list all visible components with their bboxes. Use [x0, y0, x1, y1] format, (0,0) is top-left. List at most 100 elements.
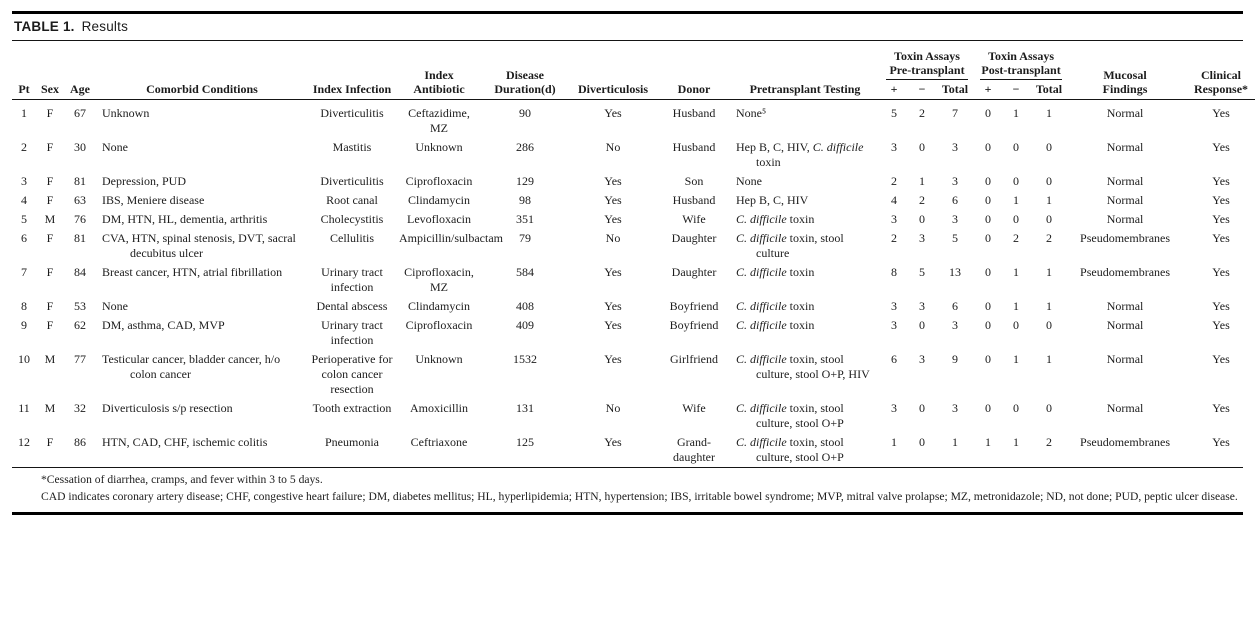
- col-header-index-antibiotic: Index Antibiotic: [396, 45, 482, 101]
- col-header-post-negative: −: [1002, 80, 1031, 101]
- cell-comorbid-conditions: Testicular cancer, bladder cancer, h/o c…: [102, 352, 281, 382]
- cell-sex: M: [44, 401, 56, 416]
- cell-disease-duration: 1532: [513, 352, 537, 367]
- cell-pre-negative: 0: [919, 318, 925, 333]
- col-header-sex: Sex: [36, 45, 64, 101]
- cell-comorbid-conditions: IBS, Meniere disease: [102, 193, 205, 208]
- cell-diverticulosis: Yes: [604, 265, 622, 280]
- table-row: 3 F 81 Depression, PUD Diverticulitis Ci…: [12, 172, 1255, 191]
- cell-age: 53: [74, 299, 86, 314]
- cell-pre-negative: 0: [919, 140, 925, 155]
- table-row: 2 F 30 None Mastitis Unknown 286 No Husb…: [12, 138, 1255, 172]
- group-header-toxin-pre: Toxin Assays Pre-transplant: [880, 45, 974, 81]
- cell-post-positive: 0: [985, 231, 992, 246]
- col-header-disease-duration: Disease Duration(d): [482, 45, 568, 101]
- cell-index-infection: Urinary tract infection: [321, 318, 383, 348]
- group-header-toxin-post: Toxin Assays Post-transplant: [974, 45, 1068, 81]
- cell-pretransplant-testing: None⁵: [736, 106, 767, 121]
- cell-post-positive: 0: [985, 174, 992, 189]
- cell-pre-total: 3: [952, 174, 959, 189]
- cell-pre-negative: 2: [919, 106, 925, 121]
- cell-pre-positive: 3: [891, 140, 897, 155]
- cell-pt: 1: [21, 106, 27, 121]
- cell-pre-positive: 3: [891, 318, 897, 333]
- cell-pre-negative: 0: [919, 401, 925, 416]
- cell-donor: Husband: [672, 106, 716, 121]
- cell-comorbid-conditions: DM, asthma, CAD, MVP: [102, 318, 225, 333]
- cell-post-positive: 0: [985, 318, 992, 333]
- cell-disease-duration: 98: [519, 193, 531, 208]
- cell-index-antibiotic: Ciprofloxacin: [405, 174, 473, 189]
- cell-sex: F: [46, 231, 54, 246]
- cell-pre-total: 9: [952, 352, 959, 367]
- cell-post-negative: 1: [1013, 352, 1020, 367]
- cell-pretransplant-testing: C. difficile toxin, stool culture: [736, 231, 844, 261]
- cell-sex: F: [46, 265, 54, 280]
- cell-diverticulosis: Yes: [604, 435, 622, 450]
- cell-donor: Girlfriend: [670, 352, 718, 367]
- cell-index-infection: Dental abscess: [316, 299, 388, 314]
- cell-mucosal-findings: Pseudomembranes: [1080, 265, 1171, 280]
- footnotes: *Cessation of diarrhea, cramps, and feve…: [12, 468, 1243, 511]
- cell-clinical-response: Yes: [1212, 318, 1230, 333]
- cell-sex: F: [46, 435, 54, 450]
- table-row: 9 F 62 DM, asthma, CAD, MVP Urinary trac…: [12, 316, 1255, 350]
- cell-post-total: 0: [1046, 401, 1053, 416]
- cell-post-total: 1: [1046, 352, 1053, 367]
- cell-clinical-response: Yes: [1212, 231, 1230, 246]
- cell-pre-total: 7: [952, 106, 959, 121]
- cell-mucosal-findings: Pseudomembranes: [1080, 435, 1171, 450]
- cell-pre-positive: 3: [891, 212, 897, 227]
- col-header-index-infection: Index Infection: [308, 45, 396, 101]
- cell-donor: Daughter: [671, 231, 717, 246]
- cell-pt: 7: [21, 265, 27, 280]
- cell-pre-positive: 6: [891, 352, 897, 367]
- cell-post-negative: 0: [1013, 212, 1020, 227]
- cell-post-total: 0: [1046, 140, 1053, 155]
- cell-age: 76: [74, 212, 86, 227]
- col-header-pre-negative: −: [908, 80, 936, 101]
- cell-index-antibiotic: Unknown: [415, 140, 463, 155]
- cell-post-positive: 0: [985, 140, 992, 155]
- cell-index-antibiotic: Clindamycin: [408, 299, 470, 314]
- cell-comorbid-conditions: None: [102, 140, 128, 155]
- cell-comorbid-conditions: Diverticulosis s/p resection: [102, 401, 233, 416]
- cell-index-antibiotic: Ciprofloxacin: [405, 318, 473, 333]
- col-header-clinical-response: Clinical Response*: [1182, 45, 1255, 101]
- cell-clinical-response: Yes: [1212, 193, 1230, 208]
- cell-pretransplant-testing: C. difficile toxin, stool culture, stool…: [736, 401, 844, 431]
- cell-post-negative: 1: [1013, 193, 1020, 208]
- cell-age: 77: [74, 352, 86, 367]
- cell-sex: M: [44, 352, 56, 367]
- cell-pretransplant-testing: C. difficile toxin: [736, 318, 815, 333]
- cell-donor: Son: [684, 174, 704, 189]
- cell-donor: Daughter: [671, 265, 717, 280]
- cell-age: 81: [74, 231, 86, 246]
- cell-post-total: 0: [1046, 212, 1053, 227]
- col-header-pt: Pt: [12, 45, 36, 101]
- cell-post-negative: 2: [1013, 231, 1020, 246]
- cell-age: 86: [74, 435, 86, 450]
- cell-pt: 5: [21, 212, 27, 227]
- cell-diverticulosis: No: [605, 140, 621, 155]
- cell-index-antibiotic: Clindamycin: [408, 193, 470, 208]
- cell-post-positive: 1: [985, 435, 992, 450]
- cell-mucosal-findings: Normal: [1106, 106, 1144, 121]
- cell-diverticulosis: Yes: [604, 352, 622, 367]
- table-row: 6 F 81 CVA, HTN, spinal stenosis, DVT, s…: [12, 229, 1255, 263]
- cell-post-total: 1: [1046, 299, 1053, 314]
- cell-disease-duration: 408: [516, 299, 534, 314]
- cell-pre-negative: 2: [919, 193, 925, 208]
- cell-comorbid-conditions: Breast cancer, HTN, atrial fibrillation: [102, 265, 283, 280]
- cell-index-infection: Mastitis: [332, 140, 372, 155]
- cell-pre-positive: 3: [891, 299, 897, 314]
- cell-post-total: 2: [1046, 231, 1053, 246]
- cell-post-negative: 1: [1013, 299, 1020, 314]
- cell-index-antibiotic: Ceftazidime, MZ: [408, 106, 470, 136]
- cell-donor: Boyfriend: [669, 299, 719, 314]
- cell-pre-total: 6: [952, 299, 959, 314]
- cell-pretransplant-testing: Hep B, C, HIV, C. difficile toxin: [736, 140, 864, 170]
- cell-donor: Husband: [672, 193, 716, 208]
- results-table: Pt Sex Age Comorbid Conditions Index Inf…: [12, 45, 1255, 467]
- cell-index-antibiotic: Ampicillin/sulbactam: [399, 231, 503, 246]
